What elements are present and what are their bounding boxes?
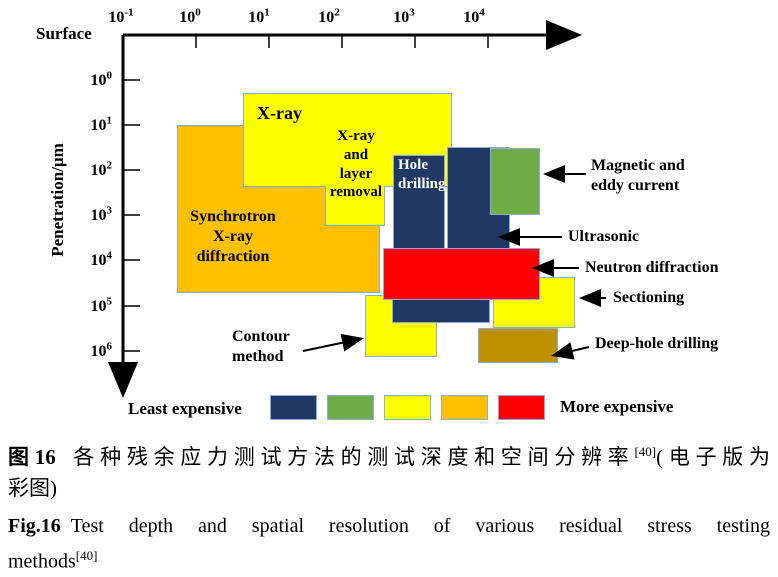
caption-chinese: 图16 各种残余应力测试方法的测试深度和空间分辨率[40](电子版为 彩图) [0,436,778,504]
method-box-deep-hole-drilling [478,328,558,363]
caption-en-fig-no: Fig.16 [8,515,61,537]
y-tick-10^5: 105 [90,296,113,316]
caption-english: Fig.16 Test depth and spatial resolution … [0,511,778,577]
annotation-sectioning: Sectioning [613,289,685,306]
method-box-magnetic-and-eddy-current [490,148,540,215]
annotation-deep-hole-drilling: Deep-hole drilling [595,335,719,352]
x-tick-10^0: 100 [179,7,201,27]
x-tick-10^4: 104 [463,7,485,27]
x-tick-10^2: 102 [318,7,340,27]
y-tick-10^3: 103 [90,205,113,225]
method-box-unlabeled-navy [392,296,490,323]
legend-swatch-orange [441,395,488,420]
y-tick-10^0: 100 [90,70,113,90]
y-tick-10^1: 101 [90,115,113,135]
y-tick-10^4: 104 [90,250,113,270]
y-axis-title: Penetration/μm [48,143,67,257]
legend-swatch-yellow [384,395,431,420]
x-axis-surface-label: Surface [36,24,92,43]
caption-en-ref: [40] [75,548,98,563]
annotation-magnetic-and-eddy-current: Magnetic and eddy current [591,157,685,194]
axes-and-arrows [108,20,606,398]
legend-swatch-navy [270,395,317,420]
x-tick-10^3: 103 [393,7,415,27]
legend-more-label: More expensive [560,397,674,416]
method-box-x-ray-and-layer-removal [325,186,385,226]
caption-zh-line2: 彩图) [8,476,57,500]
figure-captions: 图16 各种残余应力测试方法的测试深度和空间分辨率[40](电子版为 彩图) Fi… [0,434,778,577]
synchrotron-label: Synchrotron X-ray diffraction [190,208,276,265]
annotation-neutron-diffraction: Neutron diffraction [585,259,719,276]
legend-swatch-red [498,395,545,420]
y-tick-10^6: 106 [90,341,113,361]
legend-least-label: Least expensive [128,399,242,418]
hole-drilling-label: Hole drilling [398,157,446,192]
caption-zh-line1: 图16 各种残余应力测试方法的测试深度和空间分辨率[40](电子版为 [8,444,770,469]
x-ray-label: X-ray [257,103,302,123]
caption-zh-ref: [40] [634,444,657,459]
legend-swatch-green [327,395,374,420]
annotation-ultrasonic: Ultrasonic [568,228,640,245]
chart-canvas: Surface Penetration/μm 10-1 100 101 102 103 1… [36,7,719,420]
annotation-contour-method: Contour method [232,328,290,365]
layer-removal-label: X-ray and layer removal [329,128,383,201]
x-tick-10^-1: 10-1 [108,7,134,27]
caption-en-line1: Fig.16 Test depth and spatial resolution … [8,515,770,537]
y-tick-10^2: 102 [90,160,113,180]
method-box-neutron-diffraction [383,248,540,300]
caption-zh-fig-no: 图16 [8,445,56,469]
x-tick-10^1: 101 [248,7,270,27]
caption-en-line2: methods[40] [8,548,98,573]
